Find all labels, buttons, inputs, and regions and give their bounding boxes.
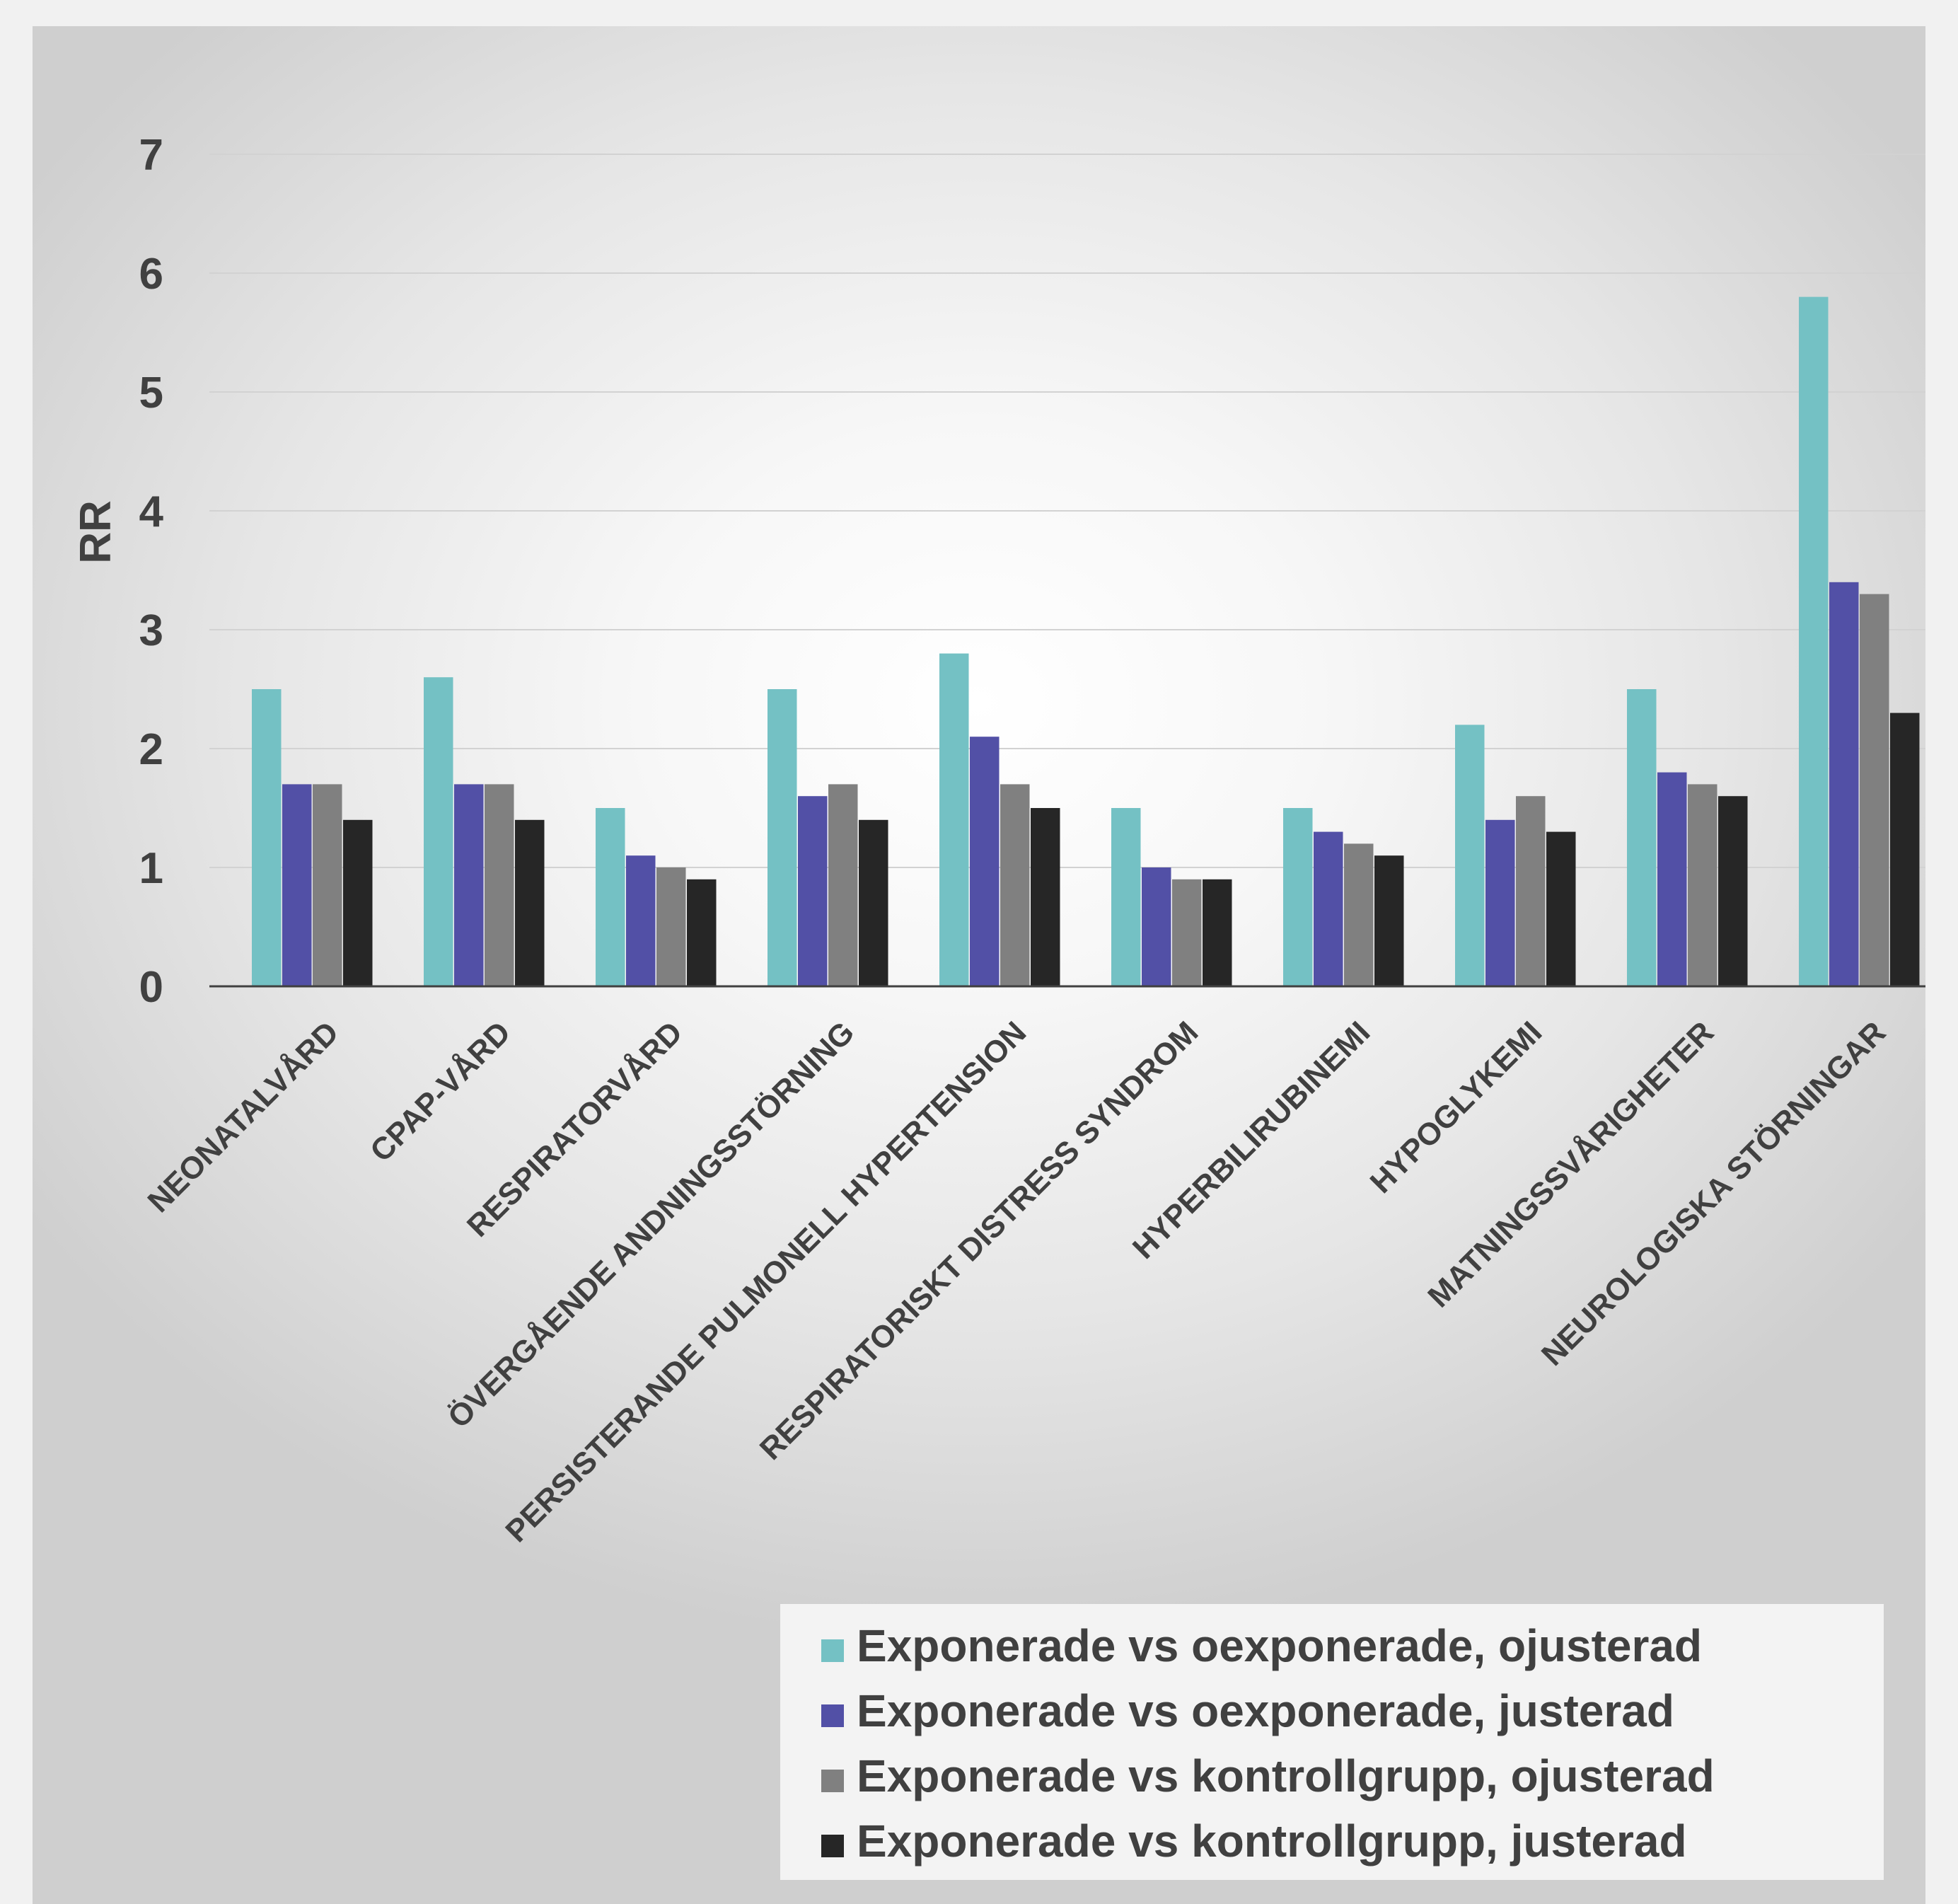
y-tick-label: 1 <box>139 844 163 893</box>
legend-label: Exponerade vs kontrollgrupp, ojusterad <box>857 1750 1715 1801</box>
chart-panel: 0 1 2 3 4 5 6 7 NEONATALVÅRD CPAP-VÅRD RESPIRATORV… <box>33 26 1925 1904</box>
legend-label: Exponerade vs kontrollgrupp, justerad <box>857 1816 1687 1867</box>
bar <box>1627 689 1657 986</box>
y-tick-label: 3 <box>139 606 163 655</box>
bar <box>626 855 656 986</box>
y-tick-label: 2 <box>139 725 163 774</box>
bar <box>1455 725 1485 986</box>
y-tick-label: 4 <box>139 487 164 536</box>
bar <box>1374 855 1404 986</box>
bar <box>767 689 797 986</box>
bar <box>798 796 828 986</box>
bar <box>1718 796 1748 986</box>
bar <box>596 808 625 986</box>
legend-swatch <box>821 1770 844 1792</box>
bar <box>939 653 969 986</box>
bar <box>1546 831 1576 986</box>
legend: Exponerade vs oexponerade, ojusterad Expo… <box>780 1604 1884 1880</box>
y-tick-label: 5 <box>139 369 163 417</box>
x-tick-label: CPAP-VÅRD <box>364 1015 517 1168</box>
y-tick-label: 0 <box>139 963 163 1012</box>
bar <box>859 819 888 986</box>
legend-label: Exponerade vs oexponerade, justerad <box>857 1685 1674 1736</box>
bar <box>515 819 545 986</box>
bar <box>1203 879 1232 986</box>
bar <box>1344 843 1374 986</box>
bar <box>1829 582 1859 986</box>
bar <box>1314 831 1343 986</box>
bar <box>1111 808 1141 986</box>
bar <box>1172 879 1202 986</box>
bar <box>1890 712 1920 986</box>
x-tick-label: HYPOGLYKEMI <box>1364 1015 1549 1200</box>
bar <box>282 784 312 986</box>
legend-label: Exponerade vs oexponerade, ojusterad <box>857 1620 1702 1671</box>
y-tick-label: 6 <box>139 250 163 299</box>
bar <box>1657 772 1687 986</box>
bar <box>1000 784 1030 986</box>
x-tick-label: NEUROLOGISKA STÖRNINGAR <box>1535 1015 1892 1372</box>
bar <box>656 867 686 986</box>
bar <box>1688 784 1717 986</box>
bars <box>252 296 1920 987</box>
bar <box>1860 594 1889 986</box>
bar <box>1283 808 1313 986</box>
bar <box>313 784 342 986</box>
x-tick-label: NEONATALVÅRD <box>141 1015 346 1219</box>
bar <box>1142 867 1171 986</box>
legend-swatch <box>821 1639 844 1662</box>
legend-swatch <box>821 1704 844 1727</box>
bar <box>1031 808 1060 986</box>
y-tick-label: 7 <box>139 131 163 180</box>
x-tick-label: MATNINGSSVÅRIGHETER <box>1421 1015 1720 1314</box>
bar <box>1485 819 1515 986</box>
y-axis-title: RR <box>71 500 120 564</box>
bar <box>687 879 717 986</box>
bar <box>828 784 858 986</box>
bar <box>252 689 282 986</box>
bar <box>485 784 514 986</box>
bar <box>454 784 484 986</box>
bar <box>424 677 453 986</box>
bar <box>1516 796 1546 986</box>
bar <box>343 819 373 986</box>
bar <box>1799 296 1829 987</box>
legend-swatch <box>821 1835 844 1857</box>
legend-background <box>780 1604 1884 1880</box>
gridlines <box>209 154 1925 868</box>
bar <box>970 737 1000 986</box>
